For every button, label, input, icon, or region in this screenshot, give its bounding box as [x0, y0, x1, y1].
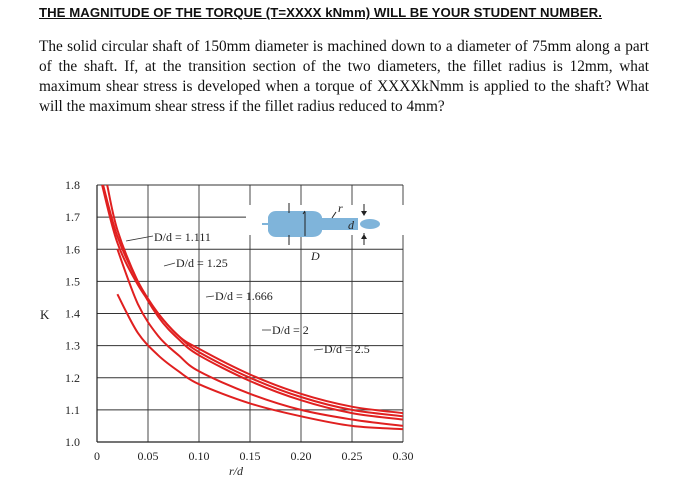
x-tick-label: 0 [94, 449, 100, 463]
assignment-heading: THE MAGNITUDE OF THE TORQUE (T=XXXX kNmm… [39, 5, 602, 20]
curve-label-d-over-d-1-666: D/d = 1.666 [215, 289, 273, 303]
chart-curves [101, 184, 404, 431]
y-tick-label: 1.0 [65, 435, 80, 449]
diagram-label-D: D [310, 249, 320, 263]
y-tick-label: 1.3 [65, 339, 80, 353]
diagram-label-r: r [338, 201, 343, 215]
shaft-diagram-icon [246, 203, 410, 245]
curve-labels: D/d = 1.111 D/d = 1.25 D/d = 1.666 D/d =… [125, 230, 370, 356]
curve-series-2 [106, 184, 404, 421]
diagram-label-d: d [348, 218, 355, 232]
x-tick-label: 0.15 [240, 449, 261, 463]
y-axis-label: K [40, 307, 50, 322]
curve-series-0 [116, 293, 404, 431]
x-tick-label: 0.25 [342, 449, 363, 463]
y-tick-label: 1.4 [65, 307, 80, 321]
x-tick-label: 0.10 [189, 449, 210, 463]
x-tick-label: 0.05 [138, 449, 159, 463]
question-text: The solid circular shaft of 150mm diamet… [39, 38, 649, 115]
y-tick-label: 1.1 [65, 403, 80, 417]
y-tick-label: 1.7 [65, 210, 80, 224]
chart-ticks: 1.0 1.1 1.2 1.3 1.4 1.5 1.6 1.7 1.8 0 0.05 0.10 0.15… [65, 178, 414, 463]
x-axis-label: r/d [229, 464, 244, 478]
y-tick-label: 1.2 [65, 371, 80, 385]
curve-label-d-over-d-2-5: D/d = 2.5 [324, 342, 370, 356]
curve-series-4 [101, 184, 404, 415]
x-tick-label: 0.30 [393, 449, 414, 463]
y-tick-label: 1.8 [65, 178, 80, 192]
curve-label-d-over-d-1-111: D/d = 1.111 [154, 230, 211, 244]
y-tick-label: 1.6 [65, 242, 80, 256]
y-tick-label: 1.5 [65, 274, 80, 288]
curve-series-1 [116, 248, 404, 427]
x-tick-label: 0.20 [291, 449, 312, 463]
curve-label-d-over-d-2: D/d = 2 [272, 323, 309, 337]
curve-series-3 [102, 184, 404, 418]
curve-label-d-over-d-1-25: D/d = 1.25 [176, 256, 228, 270]
